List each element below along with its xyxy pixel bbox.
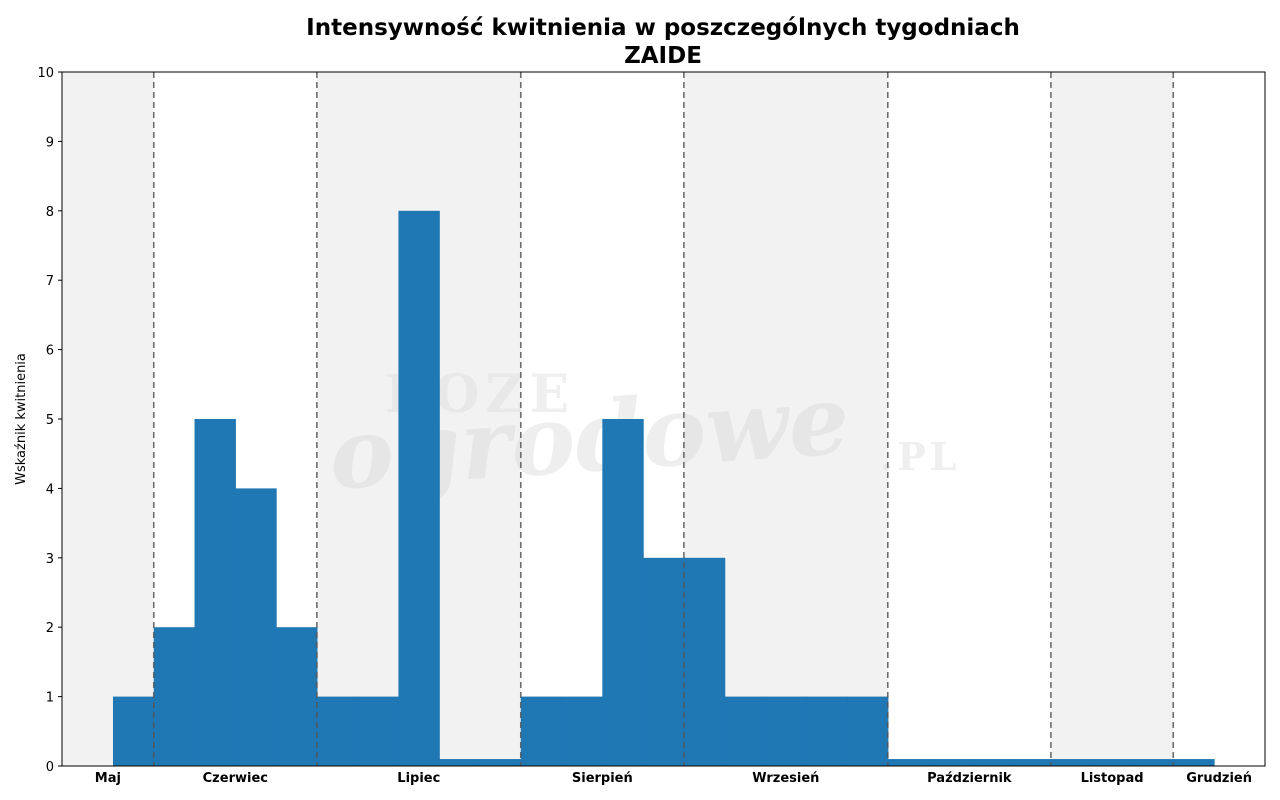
bar-week-17 [806, 696, 848, 766]
y-tick-label-8: 8 [46, 205, 54, 220]
bar-week-18 [847, 696, 889, 766]
y-tick-label-5: 5 [46, 413, 54, 428]
y-axis-label: Wskaźnik kwitnienia [14, 353, 29, 485]
y-tick-label-7: 7 [46, 274, 54, 289]
month-label-2: Lipiec [397, 771, 440, 786]
y-tick-label-2: 2 [46, 621, 54, 636]
bar-week-16 [765, 696, 807, 766]
bar-week-15 [724, 696, 767, 766]
bar-week-8 [439, 759, 481, 766]
month-dividers [152, 72, 1175, 766]
bar-week-9 [479, 759, 522, 766]
bar-week-7 [398, 210, 440, 767]
bar-week-6 [357, 696, 400, 766]
y-tick-label-0: 0 [46, 760, 54, 775]
bar-week-2 [194, 419, 236, 766]
bar-week-19 [887, 759, 930, 766]
month-labels: Maj Czerwiec Lipiec Sierpień Wrzesień Paździe… [95, 771, 1252, 786]
bar-week-12 [602, 419, 644, 766]
month-band-0 [62, 72, 154, 766]
y-tick-label-4: 4 [46, 482, 54, 497]
bar-week-26 [1173, 759, 1215, 766]
bar-week-0 [112, 696, 155, 766]
bar-week-5 [316, 696, 359, 766]
y-tick-label-1: 1 [46, 691, 54, 706]
month-label-0: Maj [95, 771, 121, 786]
bar-week-23 [1050, 759, 1093, 766]
watermark-line3: .PL [880, 434, 961, 479]
bar-week-24 [1091, 759, 1134, 766]
bar-week-20 [928, 759, 970, 766]
y-tick-label-10: 10 [37, 66, 54, 81]
bar-week-22 [1010, 759, 1052, 766]
y-tick-label-9: 9 [46, 135, 54, 150]
chart-title: Intensywność kwitnienia w poszczególnych… [306, 15, 1020, 41]
bar-week-13 [643, 557, 685, 766]
month-label-6: Listopad [1081, 771, 1144, 786]
chart-subtitle: ZAIDE [624, 43, 702, 69]
bar-week-11 [561, 696, 603, 766]
bar-week-21 [969, 759, 1011, 766]
month-band-6 [1050, 72, 1174, 766]
bar-week-3 [235, 488, 277, 766]
month-label-7: Grudzień [1186, 771, 1252, 786]
bar-week-10 [520, 696, 563, 766]
bar-week-14 [683, 557, 726, 766]
bar-week-1 [153, 627, 196, 766]
month-label-4: Wrzesień [752, 771, 819, 786]
month-label-1: Czerwiec [203, 771, 268, 786]
y-axis-ticks: 0 1 2 3 4 5 6 7 8 9 10 [37, 66, 62, 775]
month-label-5: Październik [927, 771, 1012, 786]
y-tick-label-6: 6 [46, 344, 54, 359]
bar-week-4 [276, 627, 318, 766]
bar-week-25 [1132, 759, 1174, 766]
month-label-3: Sierpień [572, 771, 633, 786]
y-tick-label-3: 3 [46, 552, 54, 567]
bars [112, 210, 1215, 767]
